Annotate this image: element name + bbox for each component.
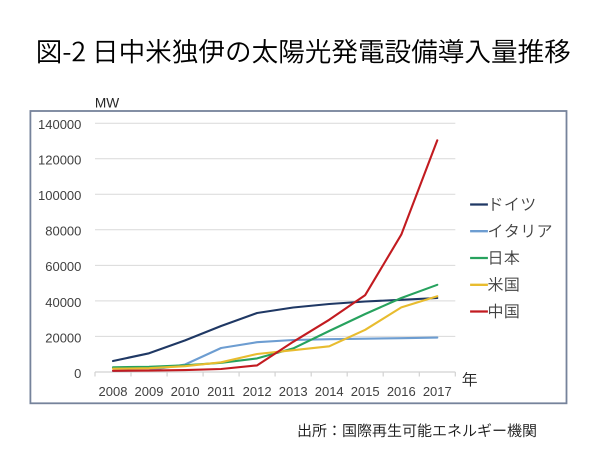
svg-text:120000: 120000 <box>38 153 81 168</box>
svg-text:2016: 2016 <box>387 384 416 399</box>
svg-text:0: 0 <box>74 366 81 381</box>
svg-text:20000: 20000 <box>45 330 81 345</box>
svg-text:60000: 60000 <box>45 259 81 274</box>
svg-text:140000: 140000 <box>38 117 81 132</box>
svg-text:2011: 2011 <box>207 384 235 399</box>
svg-text:2009: 2009 <box>135 384 164 399</box>
svg-text:2008: 2008 <box>99 384 128 399</box>
svg-text:40000: 40000 <box>45 295 81 310</box>
svg-text:2014: 2014 <box>315 384 344 399</box>
svg-text:100000: 100000 <box>38 188 81 203</box>
svg-text:2013: 2013 <box>279 384 308 399</box>
svg-text:2017: 2017 <box>423 384 452 399</box>
svg-text:MW: MW <box>95 96 119 111</box>
svg-text:2010: 2010 <box>171 384 200 399</box>
svg-text:2015: 2015 <box>351 384 380 399</box>
svg-text:2012: 2012 <box>243 384 272 399</box>
svg-text:80000: 80000 <box>45 224 81 239</box>
